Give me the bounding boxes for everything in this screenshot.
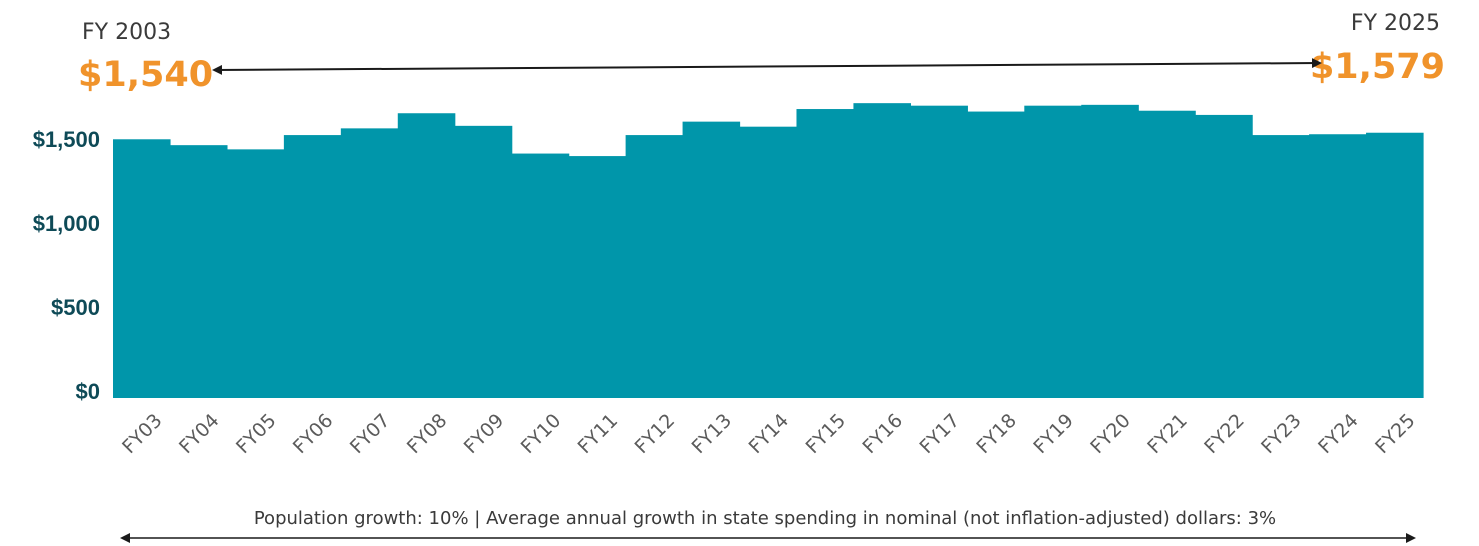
- x-tick-label: FY12: [631, 410, 680, 459]
- x-tick-label: FY21: [1143, 410, 1192, 459]
- y-axis: $0 $500 $1,000 $1,500: [33, 127, 100, 404]
- x-tick-label: FY04: [175, 410, 224, 459]
- x-tick-label: FY22: [1200, 410, 1249, 459]
- x-tick-label: FY19: [1029, 410, 1078, 459]
- x-tick-label: FY03: [118, 410, 167, 459]
- area-step-fy14: [739, 126, 798, 399]
- area-step-fy15: [796, 109, 855, 398]
- x-tick-label: FY18: [972, 410, 1021, 459]
- x-tick-label: FY24: [1314, 410, 1363, 459]
- area-step-fy25: [1366, 132, 1424, 399]
- x-axis: FY03 FY04 FY05 FY06 FY07 FY08 FY09 FY10 FY11 FY12…: [118, 410, 1420, 459]
- start-value-label: $1,540: [78, 55, 213, 95]
- y-tick-label: $1,500: [33, 127, 100, 152]
- x-tick-label: FY15: [802, 410, 851, 459]
- y-tick-label: $0: [76, 379, 100, 404]
- end-year-label: FY 2025: [1351, 11, 1440, 36]
- start-year-label: FY 2003: [82, 20, 171, 45]
- area-step-fy22: [1195, 114, 1253, 399]
- area-step-fy07: [340, 128, 399, 399]
- x-tick-label: FY16: [858, 410, 907, 459]
- area-step-fy17: [910, 105, 968, 399]
- footnote: Population growth: 10% | Average annual …: [254, 508, 1276, 529]
- area-step-fy10: [511, 153, 570, 398]
- area-step-fy06: [283, 135, 342, 398]
- x-tick-label: FY08: [403, 410, 452, 459]
- comparison-arrow: [212, 58, 1322, 75]
- area-step-fy24: [1309, 134, 1367, 399]
- x-tick-label: FY20: [1086, 410, 1135, 459]
- area-step-fy03: [113, 139, 171, 398]
- x-tick-label: FY13: [688, 410, 737, 459]
- area-step-fy16: [853, 103, 911, 398]
- area-series: [113, 103, 1424, 399]
- area-step-fy23: [1252, 135, 1310, 398]
- area-step-fy21: [1138, 110, 1196, 398]
- x-tick-label: FY07: [346, 410, 395, 459]
- area-step-fy11: [568, 156, 627, 398]
- y-tick-label: $1,000: [33, 211, 100, 236]
- x-tick-label: FY25: [1371, 410, 1420, 459]
- area-step-fy12: [625, 135, 684, 398]
- area-step-fy20: [1081, 104, 1139, 398]
- area-step-fy08: [397, 113, 456, 399]
- area-step-fy18: [967, 111, 1025, 398]
- x-tick-label: FY10: [517, 410, 566, 459]
- x-tick-label: FY06: [289, 410, 338, 459]
- area-step-fy09: [454, 125, 513, 398]
- x-tick-label: FY23: [1257, 410, 1306, 459]
- end-value-label: $1,579: [1310, 47, 1445, 87]
- area-step-fy13: [682, 121, 741, 398]
- x-tick-label: FY05: [232, 410, 281, 459]
- area-step-fy19: [1024, 105, 1082, 399]
- x-tick-label: FY11: [574, 410, 623, 459]
- x-tick-label: FY09: [460, 410, 509, 459]
- y-tick-label: $500: [51, 295, 100, 320]
- x-tick-label: FY17: [915, 410, 964, 459]
- area-step-fy05: [226, 149, 285, 398]
- x-tick-label: FY14: [745, 410, 794, 459]
- area-step-fy04: [169, 145, 228, 398]
